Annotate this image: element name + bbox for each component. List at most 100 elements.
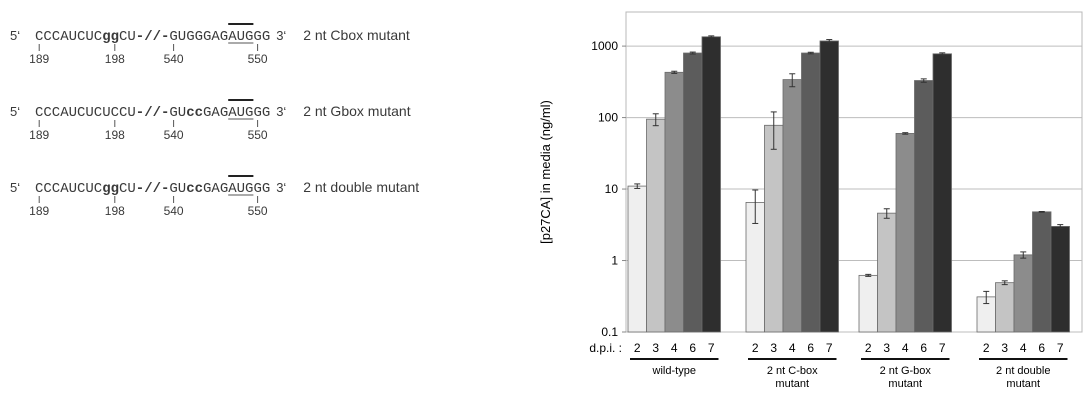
y-tick-label: 10	[605, 182, 619, 196]
position-label: 540	[164, 128, 184, 142]
day-tick-label: 7	[826, 341, 833, 355]
day-tick-label: 7	[939, 341, 946, 355]
bar	[1050, 226, 1070, 333]
sequence-segment: GG	[253, 29, 270, 45]
group-label: mutant	[888, 378, 922, 390]
bar	[877, 212, 897, 333]
position-label: 198	[105, 204, 125, 218]
bar	[1032, 211, 1052, 333]
day-tick-label: 4	[902, 341, 909, 355]
sequence-right: GUccGAGAUGGG	[169, 105, 270, 121]
sequence-segment: GUGGGAG	[169, 29, 228, 45]
sequence-segment: GAG	[203, 181, 228, 197]
day-tick-label: 3	[652, 341, 659, 355]
day-tick-label: 2	[752, 341, 759, 355]
sequence-segment: AUG	[228, 29, 253, 45]
day-tick-label: 6	[920, 341, 927, 355]
break-mark: -//-	[136, 181, 170, 197]
bar	[819, 40, 839, 333]
three-prime-label: 3‘	[276, 180, 286, 195]
break-mark: -//-	[136, 29, 170, 45]
sequence-segment: cc	[186, 181, 203, 197]
y-tick-label: 100	[598, 111, 618, 125]
day-tick-label: 3	[883, 341, 890, 355]
sequence-segment: CCCAUCUC	[35, 181, 102, 197]
five-prime-label: 5‘	[10, 104, 20, 119]
bar	[801, 52, 821, 333]
position-label: 550	[248, 52, 268, 66]
bar	[683, 52, 703, 333]
day-tick-label: 4	[1020, 341, 1027, 355]
bar	[701, 36, 721, 333]
sequence-segment: GG	[253, 181, 270, 197]
day-tick-label: 2	[983, 341, 990, 355]
five-prime-label: 5‘	[10, 180, 20, 195]
sequence-right: GUccGAGAUGGG	[169, 181, 270, 197]
bar	[895, 133, 915, 333]
day-tick-label: 3	[770, 341, 777, 355]
bar	[664, 71, 684, 333]
y-tick-label: 1	[611, 254, 618, 268]
sequence-segment: CCCAUCUCUCCU	[35, 105, 136, 121]
sequence-segment: CU	[119, 29, 136, 45]
sequence-segment: GU	[169, 181, 186, 197]
sequence-segment: AUG	[228, 181, 253, 197]
sequence-segment: gg	[102, 29, 119, 45]
mutant-label: 2 nt Gbox mutant	[303, 103, 411, 119]
sequence-segment: CU	[119, 181, 136, 197]
bar	[914, 80, 934, 333]
sequence-segment: AUG	[228, 105, 253, 121]
sequence-segment: cc	[186, 105, 203, 121]
sequence-row: 5‘ CCCAUCUCggCU -//- GUccGAGAUGGG 3‘ 2 nt dou…	[10, 175, 419, 218]
bar	[995, 282, 1015, 333]
day-tick-label: 4	[789, 341, 796, 355]
position-label: 189	[29, 128, 49, 142]
position-label: 550	[248, 128, 268, 142]
position-label: 198	[105, 52, 125, 66]
bar	[858, 274, 878, 333]
day-tick-label: 6	[689, 341, 696, 355]
day-tick-label: 6	[1038, 341, 1045, 355]
y-tick-label: 0.1	[601, 325, 618, 339]
day-tick-label: 6	[807, 341, 814, 355]
sequence-segment: CCCAUCUC	[35, 29, 102, 45]
group-label: 2 nt C-box	[767, 365, 818, 377]
sequence-row: 5‘ CCCAUCUCUCCU -//- GUccGAGAUGGG 3‘ 2 nt Gbo…	[10, 99, 411, 142]
bar-group: 2 3 4 6 7 wild-type	[627, 35, 721, 377]
position-label: 550	[248, 204, 268, 218]
sequence-left: CCCAUCUCUCCU	[35, 105, 136, 121]
day-tick-label: 4	[671, 341, 678, 355]
bar	[764, 124, 784, 333]
bar	[1013, 254, 1033, 333]
position-label: 540	[164, 52, 184, 66]
group-label: mutant	[1006, 378, 1040, 390]
y-tick-label: 1000	[591, 39, 618, 53]
group-label: wild-type	[652, 365, 696, 377]
position-label: 198	[105, 128, 125, 142]
mutant-label: 2 nt Cbox mutant	[303, 27, 410, 43]
day-tick-label: 7	[1057, 341, 1064, 355]
sequence-right: GUGGGAGAUGGG	[169, 29, 270, 45]
sequence-row: 5‘ CCCAUCUCggCU -//- GUGGGAGAUGGG 3‘ 2 nt Cbo…	[10, 23, 410, 66]
mutant-label: 2 nt double mutant	[303, 179, 419, 195]
break-mark: -//-	[136, 105, 170, 121]
dpi-label: d.p.i. :	[589, 341, 622, 355]
day-tick-label: 7	[708, 341, 715, 355]
three-prime-label: 3‘	[276, 28, 286, 43]
position-label: 189	[29, 204, 49, 218]
y-axis-label: [p27CA] in media (ng/ml)	[538, 100, 553, 244]
sequence-segment: GG	[253, 105, 270, 121]
day-tick-label: 2	[865, 341, 872, 355]
position-label: 189	[29, 52, 49, 66]
bar	[627, 185, 647, 333]
three-prime-label: 3‘	[276, 104, 286, 119]
sequence-left: CCCAUCUCggCU	[35, 29, 136, 45]
bar	[782, 79, 802, 333]
sequence-panel: 5‘ CCCAUCUCggCU -//- GUGGGAGAUGGG 3‘ 2 nt Cbo…	[10, 23, 419, 218]
day-tick-label: 2	[634, 341, 641, 355]
sequence-left: CCCAUCUCggCU	[35, 181, 136, 197]
